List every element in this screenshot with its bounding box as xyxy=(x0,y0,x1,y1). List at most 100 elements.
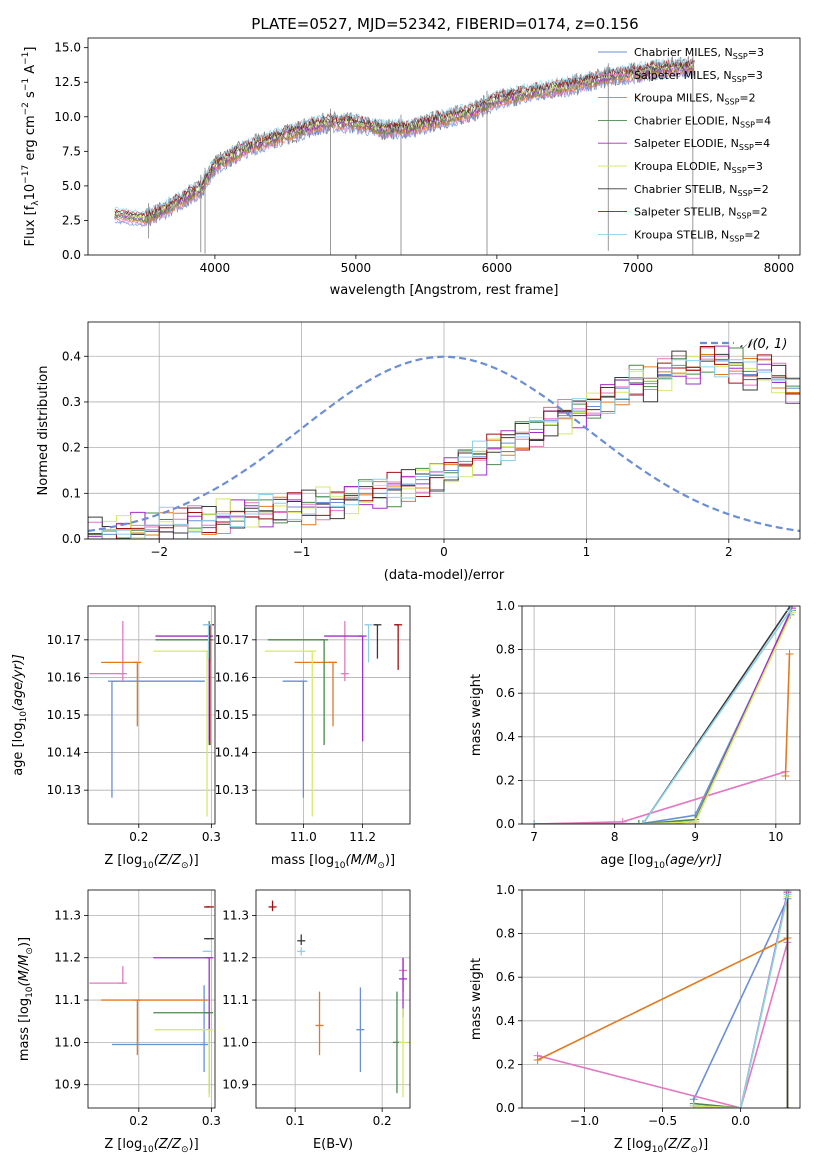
label-part: −1 xyxy=(21,78,31,91)
histogram-step xyxy=(88,346,800,539)
histogram-step xyxy=(88,359,800,539)
x-tick-label: 2 xyxy=(725,545,733,559)
label-part: ⊙ xyxy=(181,861,189,871)
weight-marker xyxy=(530,820,539,824)
x-tick-label: −0.5 xyxy=(648,1114,677,1128)
legend-entry: Kroupa STELIB, NSSP=2 xyxy=(634,228,760,243)
y-tick-label: 0.2 xyxy=(496,773,515,787)
legend-entry: Chabrier ELODIE, NSSP=4 xyxy=(634,114,771,129)
histogram-step xyxy=(88,345,800,539)
label-part: Chabrier MILES, N xyxy=(634,46,733,59)
y-tick-label: 10.16 xyxy=(215,670,249,684)
y-tick-label: 10.16 xyxy=(47,670,81,684)
label-part: =3 xyxy=(747,160,763,173)
label-part: SSP xyxy=(733,52,748,61)
weight-marker xyxy=(783,890,792,899)
y-tick-label: 0.0 xyxy=(62,248,81,262)
label-part: ⊙ xyxy=(690,1145,698,1155)
label-part: erg cm xyxy=(23,115,38,164)
x-tick-label: 0.3 xyxy=(202,1114,221,1128)
label-part: )] xyxy=(17,937,32,947)
label-part: 10 xyxy=(334,861,346,871)
y-tick-label: 11.0 xyxy=(222,1035,249,1049)
y-tick-label: 10.9 xyxy=(54,1078,81,1092)
label-part: (Z/Z xyxy=(154,853,182,868)
label-part: =4 xyxy=(754,137,770,150)
label-part: ⊙ xyxy=(377,861,385,871)
label-part: Chabrier STELIB, N xyxy=(634,183,738,196)
label-part: 10 xyxy=(652,1145,664,1155)
label-part: mass [log xyxy=(271,853,334,868)
spectrum-model-line xyxy=(114,57,695,216)
legend-entry: Chabrier MILES, NSSP=3 xyxy=(634,46,764,61)
x-tick-label: 11.2 xyxy=(349,830,376,844)
label-part: =2 xyxy=(739,92,755,105)
label-part: age [log xyxy=(600,853,653,868)
label-part: SSP xyxy=(736,212,751,221)
x-axis-label: mass [log10(M/M⊙)] xyxy=(271,853,395,871)
y-tick-label: 10.17 xyxy=(215,633,249,647)
histogram-step xyxy=(88,347,800,539)
y-tick-label: 10.15 xyxy=(215,708,249,722)
y-tick-label: 12.5 xyxy=(54,75,81,89)
label-part: (Z/Z xyxy=(663,1137,691,1152)
label-part: SSP xyxy=(732,75,747,84)
label-part: 10 xyxy=(142,1145,154,1155)
x-tick-label: −1 xyxy=(293,545,311,559)
label-part: )] xyxy=(189,853,199,868)
x-tick-label: 11.0 xyxy=(290,830,317,844)
y-tick-label: 0.4 xyxy=(62,349,81,363)
weight-line xyxy=(534,612,793,824)
y-tick-label: 10.13 xyxy=(215,783,249,797)
label-part: =2 xyxy=(751,206,767,219)
axes-frame xyxy=(87,321,801,540)
y-tick-label: 0.3 xyxy=(62,395,81,409)
label-part: =2 xyxy=(744,228,760,241)
y-tick-label: 11.2 xyxy=(222,951,249,965)
spectrum-model-line xyxy=(114,58,695,217)
gaussian-curve xyxy=(88,355,800,533)
legend-entry: Kroupa ELODIE, NSSP=3 xyxy=(634,160,763,175)
y-tick-label: 2.5 xyxy=(62,213,81,227)
label-part: 10 xyxy=(19,711,29,723)
y-tick-label: 0.8 xyxy=(496,927,515,941)
plot-area xyxy=(530,606,796,824)
legend-entry: Chabrier STELIB, NSSP=2 xyxy=(634,183,769,198)
label-part: (M/M xyxy=(346,853,378,868)
label-part: ⊙ xyxy=(181,1145,189,1155)
weight-marker xyxy=(618,817,627,824)
axes-frame xyxy=(87,605,216,825)
label-part: Salpeter MILES, N xyxy=(634,69,732,82)
label-part: Z [log xyxy=(104,1137,142,1152)
histogram-step xyxy=(88,350,800,539)
weight-marker xyxy=(638,820,647,824)
y-tick-label: 0.6 xyxy=(496,686,515,700)
label-part: =3 xyxy=(748,46,764,59)
label-part: =4 xyxy=(755,114,771,127)
x-tick-label: 0.2 xyxy=(373,1114,392,1128)
x-tick-label: 6000 xyxy=(482,261,513,275)
y-tick-label: 11.1 xyxy=(54,993,81,1007)
figure-title: PLATE=0527, MJD=52342, FIBERID=0174, z=0… xyxy=(251,15,638,33)
y-axis-label: Flux [fλ10−17 erg cm−2 s−1 A−1] xyxy=(21,47,41,247)
label-part: Salpeter ELODIE, N xyxy=(634,137,739,150)
x-tick-label: 9 xyxy=(691,830,699,844)
plot-area xyxy=(88,345,800,539)
legend-entry: Salpeter STELIB, NSSP=2 xyxy=(634,206,768,221)
axes-frame xyxy=(255,889,411,1109)
x-tick-label: 0 xyxy=(440,545,448,559)
x-tick-label: 8 xyxy=(611,830,619,844)
axes-frame xyxy=(87,889,216,1109)
label-part: 10 xyxy=(23,184,38,201)
label-part: Z [log xyxy=(104,853,142,868)
label-part: −17 xyxy=(21,165,31,184)
plot-area xyxy=(89,621,214,817)
x-tick-label: −1.0 xyxy=(570,1114,599,1128)
y-tick-label: 0.4 xyxy=(496,1014,515,1028)
label-part: Z [log xyxy=(614,1137,652,1152)
label-part: 10 xyxy=(25,986,35,998)
y-tick-label: 0.0 xyxy=(496,817,515,831)
chart-mass_vs_ebv: 0.1 0.2 10.9 11.0 11.1 11.2 11.3 E(B-V) xyxy=(222,889,411,1152)
label-part: SSP xyxy=(729,234,744,243)
